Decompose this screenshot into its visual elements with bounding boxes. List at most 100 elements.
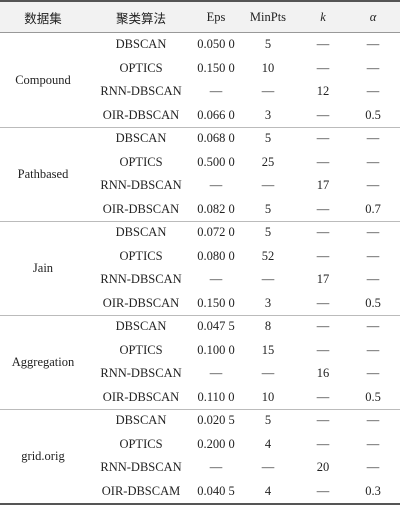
value-cell: — <box>366 436 380 451</box>
value-cell: 20 <box>316 460 330 475</box>
value-cell: — <box>366 460 380 475</box>
header-cell: 聚类算法 <box>115 11 166 26</box>
value-cell: 4 <box>264 436 272 451</box>
value-cell: — <box>261 460 275 475</box>
value-cell: — <box>366 248 380 263</box>
value-cell: — <box>261 366 275 381</box>
value-cell: — <box>366 178 380 193</box>
value-cell: 8 <box>264 319 272 334</box>
top-rule <box>0 0 400 2</box>
value-cell: 10 <box>261 60 275 75</box>
dataset-cell: grid.orig <box>21 448 65 463</box>
value-cell: — <box>316 413 330 428</box>
value-cell: 0.500 0 <box>197 154 235 169</box>
value-cell: — <box>261 178 275 193</box>
header-rule <box>0 32 400 33</box>
value-cell: — <box>261 272 275 287</box>
value-cell: — <box>316 389 330 404</box>
value-cell: — <box>366 342 380 357</box>
value-cell: — <box>366 366 380 381</box>
header-cell: α <box>369 9 377 24</box>
value-cell: 0.040 5 <box>197 483 235 498</box>
value-cell: — <box>209 178 223 193</box>
value-cell: — <box>209 460 223 475</box>
value-cell: 17 <box>316 272 330 287</box>
value-cell: 5 <box>264 201 272 216</box>
header-bg <box>0 0 400 32</box>
value-cell: DBSCAN <box>115 413 167 428</box>
value-cell: DBSCAN <box>115 319 167 334</box>
value-cell: 4 <box>264 483 272 498</box>
value-cell: — <box>316 107 330 122</box>
value-cell: — <box>316 201 330 216</box>
value-cell: DBSCAN <box>115 131 167 146</box>
value-cell: RNN-DBSCAN <box>100 366 182 381</box>
value-cell: 5 <box>264 131 272 146</box>
value-cell: OIR-DBSCAN <box>102 107 180 122</box>
header-cell: Eps <box>206 9 226 24</box>
value-cell: — <box>366 154 380 169</box>
value-cell: DBSCAN <box>115 37 167 52</box>
value-cell: 0.200 0 <box>197 436 235 451</box>
value-cell: 0.5 <box>365 295 381 310</box>
value-cell: 5 <box>264 413 272 428</box>
value-cell: RNN-DBSCAN <box>100 460 182 475</box>
value-cell: — <box>209 84 223 99</box>
value-cell: 3 <box>264 295 272 310</box>
bottom-rule <box>0 503 400 505</box>
value-cell: — <box>316 319 330 334</box>
value-cell: 0.047 5 <box>197 319 235 334</box>
value-cell: 0.072 0 <box>197 225 235 240</box>
value-cell: RNN-DBSCAN <box>100 272 182 287</box>
group-rule <box>0 315 400 316</box>
value-cell: — <box>316 436 330 451</box>
value-cell: — <box>209 272 223 287</box>
value-cell: OIR-DBSCAN <box>102 201 180 216</box>
value-cell: OIR-DBSCAN <box>102 389 180 404</box>
value-cell: 0.3 <box>365 483 381 498</box>
value-cell: — <box>316 483 330 498</box>
value-cell: 25 <box>261 154 275 169</box>
value-cell: — <box>316 295 330 310</box>
value-cell: — <box>209 366 223 381</box>
value-cell: 0.068 0 <box>197 131 235 146</box>
group-rule <box>0 221 400 222</box>
value-cell: OPTICS <box>119 248 163 263</box>
value-cell: OIR-DBSCAN <box>102 295 180 310</box>
value-cell: — <box>366 37 380 52</box>
value-cell: RNN-DBSCAN <box>100 84 182 99</box>
value-cell: — <box>316 37 330 52</box>
value-cell: OPTICS <box>119 154 163 169</box>
value-cell: — <box>366 131 380 146</box>
dataset-cell: Jain <box>32 260 54 275</box>
header-cell: k <box>320 9 326 24</box>
value-cell: DBSCAN <box>115 225 167 240</box>
value-cell: 15 <box>261 342 275 357</box>
value-cell: OPTICS <box>119 60 163 75</box>
value-cell: 52 <box>261 248 275 263</box>
value-cell: — <box>366 413 380 428</box>
value-cell: — <box>316 342 330 357</box>
group-rule <box>0 127 400 128</box>
header-cell: MinPts <box>249 9 287 24</box>
value-cell: 0.100 0 <box>197 342 235 357</box>
value-cell: 5 <box>264 37 272 52</box>
value-cell: 12 <box>316 84 330 99</box>
dataset-cell: Aggregation <box>11 354 75 369</box>
header-cell: 数据集 <box>24 11 62 26</box>
value-cell: 17 <box>316 178 330 193</box>
value-cell: OIR-DBSCAM <box>101 483 181 498</box>
value-cell: — <box>366 60 380 75</box>
value-cell: 0.5 <box>365 107 381 122</box>
value-cell: — <box>261 84 275 99</box>
value-cell: RNN-DBSCAN <box>100 178 182 193</box>
value-cell: 5 <box>264 225 272 240</box>
value-cell: 0.110 0 <box>197 389 235 404</box>
value-cell: 0.050 0 <box>197 37 235 52</box>
value-cell: 0.7 <box>365 201 381 216</box>
dataset-cell: Pathbased <box>17 166 69 181</box>
value-cell: 0.5 <box>365 389 381 404</box>
value-cell: OPTICS <box>119 342 163 357</box>
group-rule <box>0 409 400 410</box>
